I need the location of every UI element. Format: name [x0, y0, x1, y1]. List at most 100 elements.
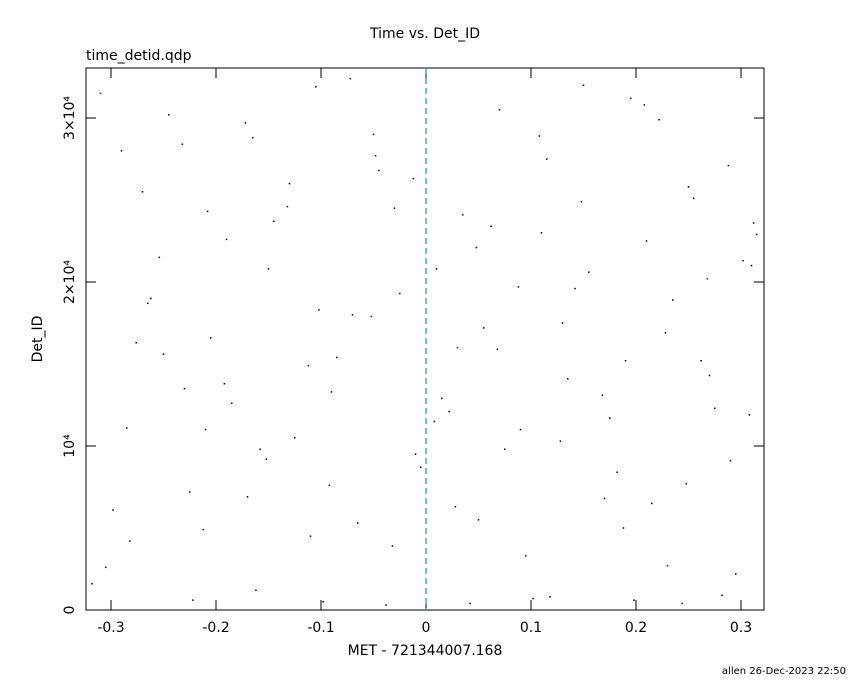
point	[748, 414, 751, 416]
chart-title: Time vs. Det_ID	[369, 26, 480, 42]
point	[752, 222, 755, 224]
point	[721, 594, 723, 596]
point	[567, 378, 569, 380]
point	[181, 143, 184, 146]
point	[664, 332, 667, 334]
point	[609, 417, 611, 419]
point	[385, 604, 387, 606]
point	[672, 299, 674, 301]
point	[685, 482, 688, 485]
point	[206, 210, 209, 213]
point	[351, 314, 354, 316]
point	[666, 564, 669, 567]
point	[549, 596, 551, 598]
point	[538, 135, 541, 137]
point	[209, 337, 212, 339]
point	[561, 322, 564, 324]
point	[588, 271, 590, 273]
point	[246, 496, 249, 498]
point	[183, 387, 186, 390]
point	[714, 407, 716, 410]
point	[475, 246, 478, 249]
point	[742, 259, 744, 262]
point	[616, 471, 618, 473]
point	[265, 458, 268, 460]
x-tick-label: -0.1	[307, 620, 334, 636]
point	[356, 522, 359, 524]
point	[517, 286, 520, 288]
point	[519, 428, 522, 431]
point	[727, 164, 730, 167]
point	[658, 118, 660, 121]
chart-subtitle: time_detid.qdp	[86, 48, 192, 64]
point	[681, 602, 683, 605]
point	[693, 197, 695, 200]
point	[288, 182, 291, 185]
point	[293, 437, 296, 439]
point	[643, 104, 646, 106]
point	[251, 136, 254, 139]
point	[244, 122, 247, 124]
point	[158, 256, 161, 259]
point	[230, 402, 233, 405]
point	[477, 519, 480, 521]
point	[307, 364, 310, 367]
point	[370, 315, 373, 318]
point	[267, 268, 270, 270]
point	[414, 453, 417, 455]
point	[391, 545, 394, 547]
point	[582, 84, 585, 86]
point	[624, 359, 627, 362]
point	[120, 150, 123, 152]
point	[104, 566, 107, 569]
point	[546, 158, 548, 160]
point	[456, 346, 459, 349]
point	[469, 602, 471, 605]
point	[633, 599, 635, 601]
point	[756, 233, 758, 236]
point	[202, 528, 205, 531]
y-tick-label: 2×10⁴	[62, 260, 78, 304]
point	[309, 535, 312, 537]
x-tick-label: 0.2	[625, 620, 647, 636]
point	[524, 555, 527, 557]
point	[645, 240, 648, 242]
point	[167, 113, 170, 116]
point	[482, 327, 485, 329]
y-tick-label: 10⁴	[62, 434, 78, 458]
point	[503, 448, 506, 451]
point	[454, 505, 457, 508]
point	[580, 200, 583, 203]
point	[259, 448, 261, 451]
x-tick-label: 0	[422, 620, 431, 636]
point	[129, 540, 131, 542]
point	[146, 302, 149, 305]
point	[574, 287, 576, 290]
point	[393, 207, 396, 209]
point	[461, 214, 464, 216]
point	[192, 599, 194, 601]
point	[372, 133, 375, 136]
point	[330, 391, 333, 393]
point	[735, 573, 737, 575]
point	[272, 220, 275, 223]
point	[125, 427, 128, 429]
point	[532, 597, 534, 600]
point	[496, 348, 499, 350]
point	[322, 601, 324, 603]
y-tick-label: 3×10⁴	[62, 96, 78, 140]
point	[412, 177, 415, 180]
point	[490, 225, 492, 228]
point	[440, 397, 443, 400]
point	[435, 268, 438, 270]
point	[112, 509, 114, 511]
point	[328, 484, 331, 487]
point	[559, 440, 562, 442]
point	[708, 374, 711, 377]
point	[135, 341, 137, 344]
point	[603, 497, 606, 500]
point	[223, 382, 226, 385]
point	[141, 191, 144, 193]
